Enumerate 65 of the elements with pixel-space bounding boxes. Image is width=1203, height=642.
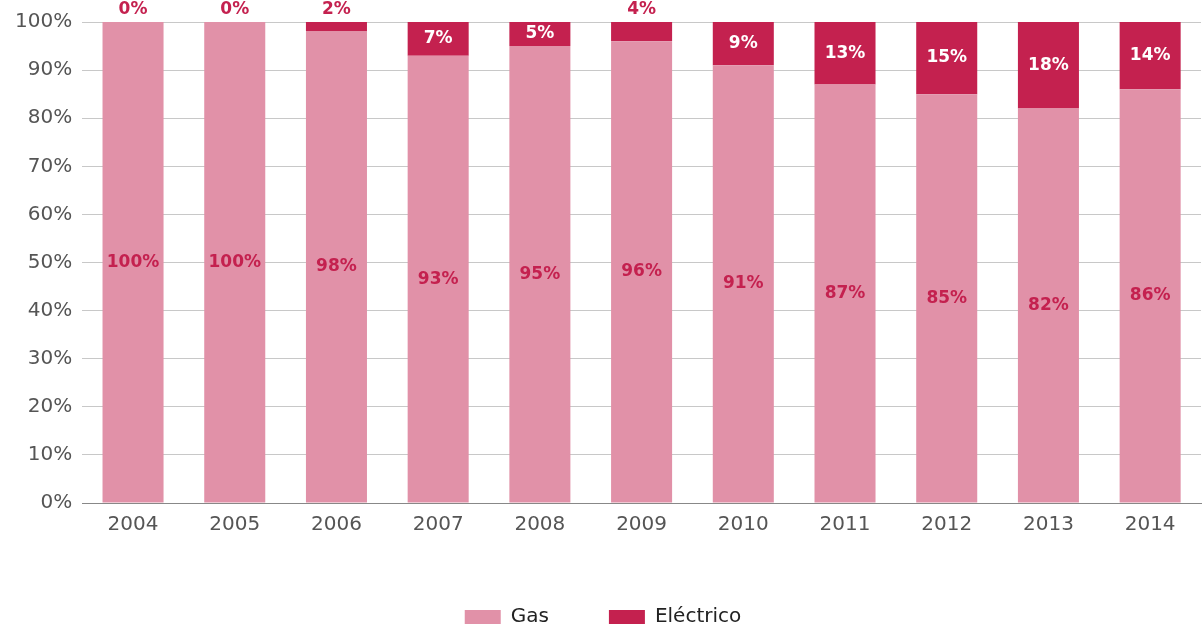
x-tick-label: 2014 xyxy=(1124,511,1176,536)
bar xyxy=(611,41,673,503)
bar xyxy=(1017,108,1079,503)
bar xyxy=(916,94,978,503)
x-tick-label: 2010 xyxy=(717,511,769,536)
y-tick-label: 50% xyxy=(27,248,73,273)
bar xyxy=(1017,22,1079,109)
bar xyxy=(712,22,774,66)
data-label: 0% xyxy=(220,0,250,19)
x-tick-label: 2008 xyxy=(514,511,566,536)
bar xyxy=(916,22,978,95)
data-label: 15% xyxy=(926,46,968,67)
y-tick-label: 90% xyxy=(27,56,73,81)
data-label: 98% xyxy=(316,255,357,276)
data-label: 91% xyxy=(722,272,764,293)
data-label: 9% xyxy=(728,32,758,53)
x-tick-label: 2012 xyxy=(921,511,973,536)
x-tick-label: 2013 xyxy=(1022,511,1074,536)
y-tick-label: 40% xyxy=(27,296,73,321)
data-label: 0% xyxy=(118,0,148,19)
legend-label: Gas xyxy=(510,603,549,628)
data-label: 100% xyxy=(208,250,262,271)
y-tick-label: 70% xyxy=(27,152,73,177)
data-label: 95% xyxy=(519,262,561,283)
bar xyxy=(305,22,367,32)
data-label: 85% xyxy=(926,286,968,307)
bar xyxy=(102,22,164,503)
data-label: 86% xyxy=(1129,284,1171,305)
data-label: 82% xyxy=(1028,293,1069,314)
legend-label: Eléctrico xyxy=(654,603,742,628)
bar xyxy=(204,22,266,503)
bar xyxy=(407,22,469,56)
data-label: 13% xyxy=(824,41,866,62)
data-label: 100% xyxy=(106,250,160,271)
data-label: 7% xyxy=(423,27,453,48)
bar xyxy=(407,55,469,503)
bar xyxy=(814,22,876,85)
x-tick-label: 2004 xyxy=(107,511,159,536)
data-label: 18% xyxy=(1028,53,1069,74)
bar xyxy=(305,31,367,503)
data-label: 4% xyxy=(627,0,657,19)
x-tick-label: 2006 xyxy=(311,511,362,536)
x-tick-label: 2009 xyxy=(616,511,668,536)
y-tick-label: 10% xyxy=(27,441,73,466)
y-tick-label: 60% xyxy=(27,200,73,225)
data-label: 5% xyxy=(525,22,555,43)
bar xyxy=(1119,22,1181,90)
bar xyxy=(712,65,774,503)
data-label: 2% xyxy=(322,0,351,19)
y-tick-label: 30% xyxy=(27,344,73,369)
x-tick-label: 2011 xyxy=(819,511,871,536)
y-tick-label: 100% xyxy=(14,8,73,33)
data-label: 87% xyxy=(824,281,866,302)
y-tick-label: 0% xyxy=(40,489,73,514)
bar xyxy=(814,84,876,503)
data-label: 14% xyxy=(1129,44,1171,65)
data-label: 93% xyxy=(417,267,459,288)
bar xyxy=(1119,89,1181,503)
y-tick-label: 20% xyxy=(27,393,73,417)
bar xyxy=(509,46,571,503)
data-label: 96% xyxy=(621,260,662,281)
bar xyxy=(611,22,673,42)
x-tick-label: 2005 xyxy=(209,511,261,536)
x-tick-label: 2007 xyxy=(412,511,464,536)
y-tick-label: 80% xyxy=(27,104,73,129)
